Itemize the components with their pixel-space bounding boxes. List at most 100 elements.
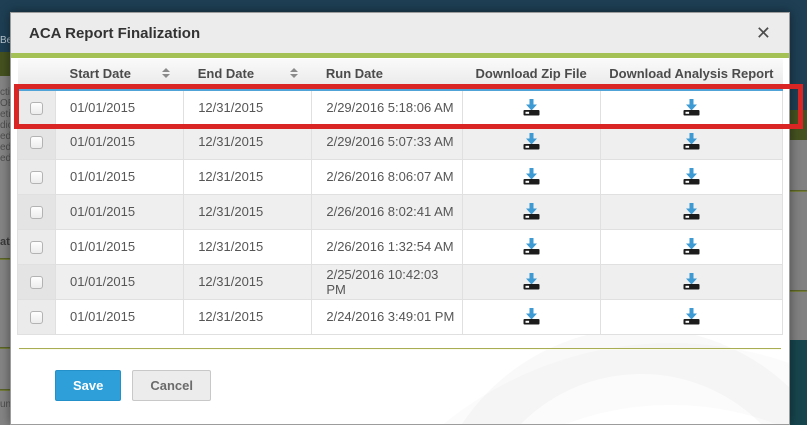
footer-divider: [19, 347, 781, 350]
row-checkbox-cell: [16, 158, 57, 195]
background-divider: [0, 258, 10, 260]
end-date-cell: 12/31/2015: [183, 88, 313, 125]
run-date-cell: 2/29/2016 5:07:33 AM: [311, 123, 463, 160]
report-table: Start Date End Date Run Date: [16, 59, 784, 335]
report-table-body: 01/01/2015 12/31/2015 2/29/2016 5:18:06 AM…: [16, 88, 784, 335]
dialog-actions: Save Cancel: [55, 369, 783, 401]
row-checkbox[interactable]: [30, 136, 44, 150]
run-date-cell: 2/25/2016 10:42:03 PM: [311, 263, 463, 300]
download-zip-icon[interactable]: [522, 98, 541, 116]
download-zip-cell: [461, 193, 601, 230]
download-zip-icon[interactable]: [522, 203, 541, 220]
bg-text-fragment: ed: [0, 142, 12, 153]
column-header-end-date[interactable]: End Date: [183, 59, 312, 91]
row-checkbox[interactable]: [30, 276, 44, 290]
download-analysis-icon[interactable]: [682, 168, 701, 185]
table-row: 01/01/2015 12/31/2015 2/26/2016 1:32:54 AM: [16, 228, 784, 265]
table-row: 01/01/2015 12/31/2015 2/29/2016 5:07:33 AM: [16, 123, 784, 160]
end-date-cell: 12/31/2015: [183, 158, 313, 195]
start-date-cell: 01/01/2015: [55, 228, 185, 265]
column-header-label: Download Zip File: [475, 65, 587, 81]
background-right-edge: [790, 0, 807, 425]
dialog-body: Start Date End Date Run Date: [11, 58, 789, 401]
bg-text-fragment: edi: [0, 131, 14, 142]
start-date-cell: 01/01/2015: [55, 263, 185, 300]
download-zip-icon[interactable]: [522, 168, 541, 185]
save-button[interactable]: Save: [55, 369, 122, 401]
download-analysis-icon[interactable]: [682, 98, 701, 116]
column-header-start-date[interactable]: Start Date: [55, 59, 184, 91]
end-date-cell: 12/31/2015: [183, 298, 313, 335]
table-row: 01/01/2015 12/31/2015 2/26/2016 8:06:07 AM: [16, 158, 784, 195]
download-zip-icon[interactable]: [522, 308, 541, 325]
bg-text-fragment: cti: [0, 87, 10, 98]
download-analysis-icon[interactable]: [682, 308, 701, 325]
start-date-cell: 01/01/2015: [55, 123, 185, 160]
download-zip-icon[interactable]: [522, 273, 541, 290]
download-zip-cell: [461, 263, 601, 300]
green-accent-bar: [11, 53, 789, 58]
run-date-cell: 2/26/2016 1:32:54 AM: [311, 228, 463, 265]
sort-icon[interactable]: [161, 68, 170, 79]
row-checkbox-cell: [16, 228, 57, 265]
download-zip-cell: [461, 123, 601, 160]
table-row: 01/01/2015 12/31/2015 2/25/2016 10:42:03 P…: [16, 263, 784, 300]
bg-text-fragment: eti: [0, 109, 11, 120]
download-analysis-icon[interactable]: [682, 203, 701, 220]
table-row: 01/01/2015 12/31/2015 2/26/2016 8:02:41 AM: [16, 193, 784, 230]
end-date-cell: 12/31/2015: [183, 123, 313, 160]
download-analysis-icon[interactable]: [682, 238, 701, 255]
bg-text-fragment: OE: [0, 98, 15, 109]
download-zip-cell: [461, 88, 601, 125]
row-checkbox-cell: [16, 88, 57, 125]
bg-text-fragment: un: [0, 399, 12, 410]
run-date-cell: 2/24/2016 3:49:01 PM: [311, 298, 463, 335]
row-checkbox-cell: [16, 263, 57, 300]
row-checkbox-cell: [16, 298, 57, 335]
start-date-cell: 01/01/2015: [55, 298, 185, 335]
dialog-header: ACA Report Finalization ✕: [11, 13, 789, 53]
end-date-cell: 12/31/2015: [183, 228, 313, 265]
run-date-cell: 2/29/2016 5:18:06 AM: [311, 88, 463, 125]
close-icon[interactable]: ✕: [755, 23, 771, 43]
download-analysis-cell: [599, 263, 784, 300]
download-zip-cell: [461, 158, 601, 195]
background-divider: [0, 347, 10, 349]
download-analysis-icon[interactable]: [682, 273, 701, 290]
download-zip-icon[interactable]: [522, 238, 541, 255]
column-header-label: End Date: [197, 65, 255, 81]
bg-text-fragment: edi: [0, 153, 14, 164]
download-analysis-cell: [599, 158, 784, 195]
download-zip-cell: [461, 228, 601, 265]
table-row: 01/01/2015 12/31/2015 2/24/2016 3:49:01 PM: [16, 298, 784, 335]
start-date-cell: 01/01/2015: [55, 193, 185, 230]
column-header-checkbox: [17, 59, 56, 91]
row-checkbox[interactable]: [30, 101, 44, 115]
row-checkbox-cell: [16, 123, 57, 160]
bg-text-fragment: ata: [0, 236, 16, 248]
row-checkbox[interactable]: [30, 206, 44, 220]
background-divider: [0, 389, 10, 391]
end-date-cell: 12/31/2015: [183, 193, 313, 230]
background-divider: [790, 190, 807, 192]
row-checkbox[interactable]: [30, 311, 44, 325]
row-checkbox[interactable]: [30, 241, 44, 255]
dialog-title: ACA Report Finalization: [29, 24, 201, 42]
download-analysis-icon[interactable]: [682, 133, 701, 150]
start-date-cell: 01/01/2015: [55, 88, 185, 125]
run-date-cell: 2/26/2016 8:02:41 AM: [311, 193, 463, 230]
cancel-button[interactable]: Cancel: [132, 369, 212, 401]
download-analysis-cell: [599, 123, 784, 160]
background-top-bar: [0, 0, 807, 12]
download-zip-icon[interactable]: [522, 133, 541, 150]
table-row: 01/01/2015 12/31/2015 2/29/2016 5:18:06 AM: [16, 88, 784, 125]
table-header-row: Start Date End Date Run Date: [17, 59, 783, 91]
end-date-cell: 12/31/2015: [183, 263, 313, 300]
download-analysis-cell: [599, 228, 784, 265]
column-header-run-date: Run Date: [311, 59, 463, 91]
row-checkbox[interactable]: [30, 171, 44, 185]
download-zip-cell: [461, 298, 601, 335]
start-date-cell: 01/01/2015: [55, 158, 185, 195]
download-analysis-cell: [599, 88, 784, 125]
sort-icon[interactable]: [289, 68, 298, 79]
